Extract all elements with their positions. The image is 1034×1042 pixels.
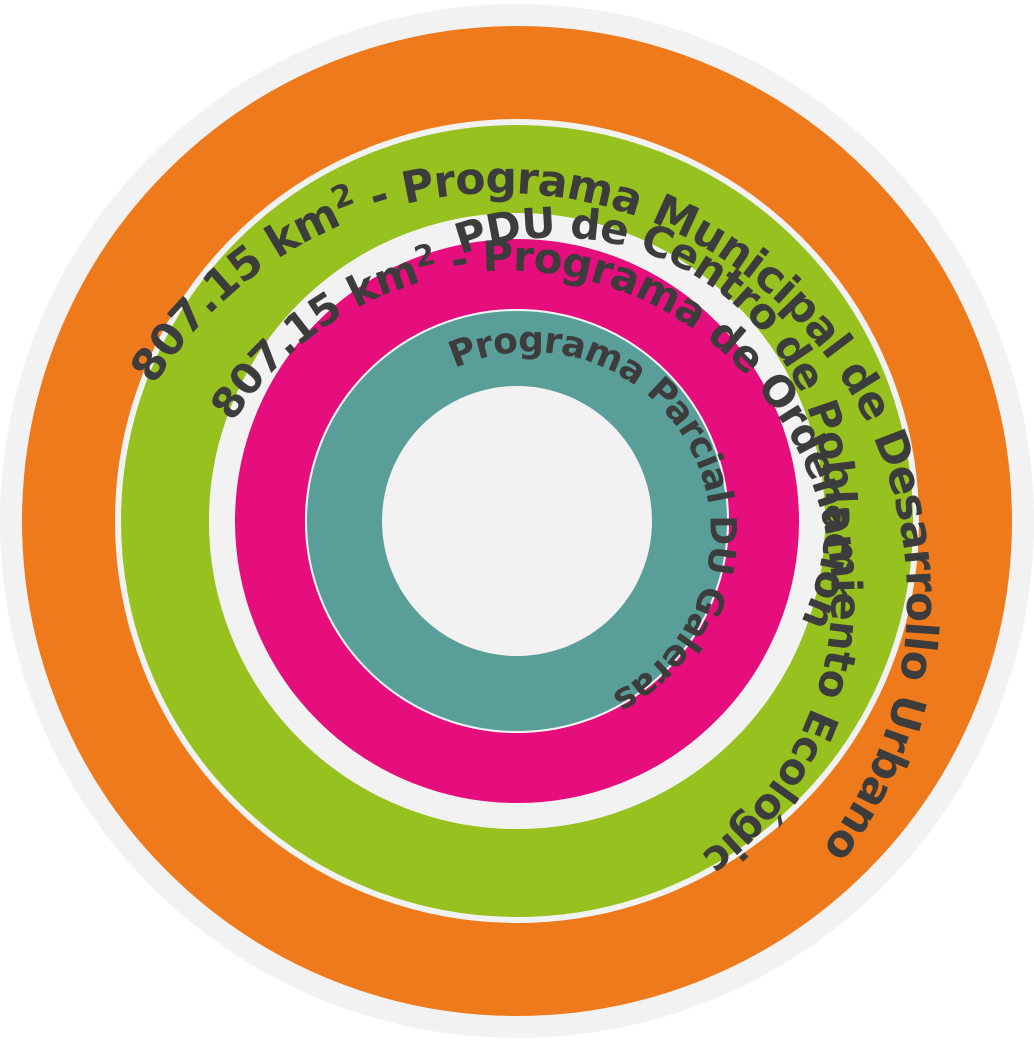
- ring-gap: [115, 119, 919, 923]
- ring-programa-ordenamiento-ecologico-local: [121, 125, 913, 917]
- ring-pdu-centro-poblacion: [235, 239, 799, 803]
- center-disc: [382, 386, 652, 656]
- ring-programa-parcial-du-galeras: [307, 311, 727, 731]
- ring-programa-municipal-desarrollo-urbano: [22, 26, 1012, 1016]
- ring-gap: [209, 213, 825, 829]
